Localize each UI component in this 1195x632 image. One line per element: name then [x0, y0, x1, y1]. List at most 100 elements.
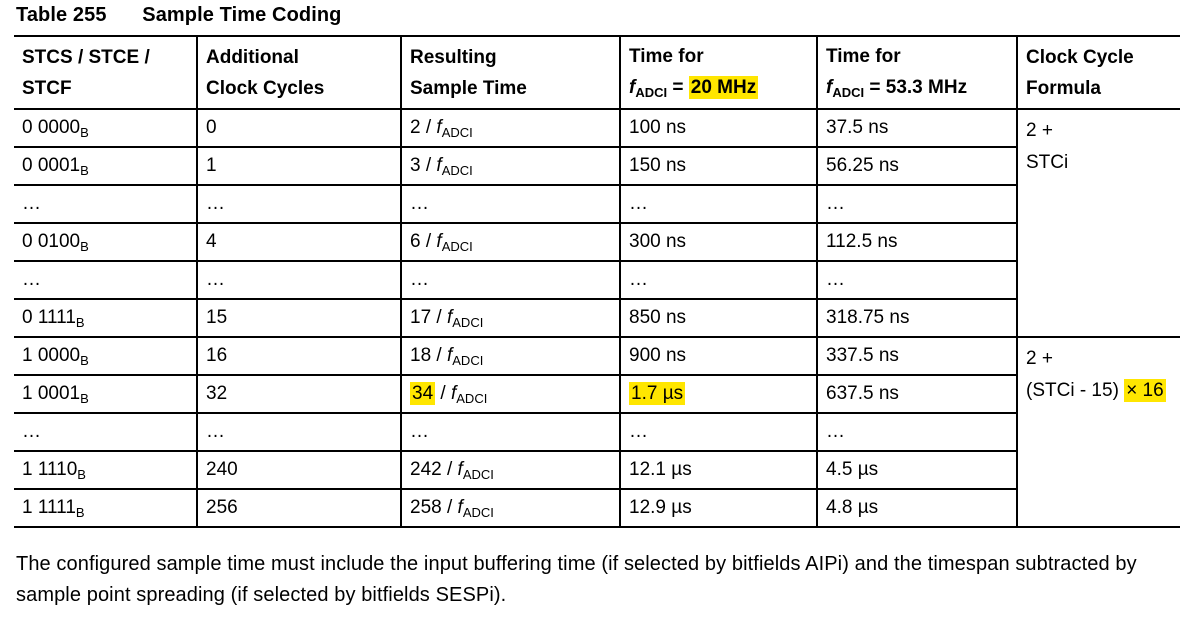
table-cell: …: [816, 260, 1018, 300]
text-segment: ADCI: [456, 391, 488, 406]
text-segment: 337.5 ns: [826, 345, 899, 366]
table-row: 1 1111B 256 258 / fADCI 12.9 µs 4.8 µs: [14, 488, 1180, 528]
text-segment: B: [80, 163, 89, 178]
text-segment: 850 ns: [629, 307, 687, 328]
table-cell: …: [14, 184, 198, 224]
formula-cell: 2 + (STCi - 15) × 16: [1016, 336, 1180, 528]
table-cell: 1 0001B: [14, 374, 198, 414]
table-cell: 900 ns: [619, 336, 818, 376]
table-cell: 1.7 µs: [619, 374, 818, 414]
text-segment: ADCI: [441, 239, 473, 254]
header-row: STCS / STCE / STCF Additional Clock Cycle…: [14, 35, 1180, 110]
table-row: 0 0001B 1 3 / fADCI 150 ns 56.25 ns: [14, 146, 1180, 186]
table-cell: 37.5 ns: [816, 108, 1018, 148]
text-segment: 1: [206, 155, 217, 176]
text-segment: 56.25 ns: [826, 155, 899, 176]
table-cell: …: [14, 412, 198, 452]
text-segment: …: [206, 421, 225, 442]
table-cell: 0 1111B: [14, 298, 198, 338]
text-segment: ADCI: [441, 125, 473, 140]
table-cell: 240: [196, 450, 402, 490]
text-segment: 12.1 µs: [629, 459, 692, 480]
table-row: 0 0100B 4 6 / fADCI 300 ns 112.5 ns: [14, 222, 1180, 262]
text-segment: …: [22, 421, 41, 442]
table-cell: 100 ns: [619, 108, 818, 148]
table-cell: …: [196, 412, 402, 452]
table-row: 1 1110B 240 242 / fADCI 12.1 µs 4.5 µs: [14, 450, 1180, 490]
table-row: 0 1111B 15 17 / fADCI 850 ns 318.75 ns: [14, 298, 1180, 338]
text-segment: 258 /: [410, 497, 458, 518]
text-segment: 2 + STCi: [1026, 120, 1069, 173]
table-cell: 0 0001B: [14, 146, 198, 186]
text-segment: 15: [206, 307, 228, 328]
table-cell: …: [196, 260, 402, 300]
text-segment: …: [206, 269, 225, 290]
table-cell: 15: [196, 298, 402, 338]
text-segment: 112.5 ns: [826, 231, 898, 252]
text-segment: …: [410, 269, 429, 290]
column-header: Additional Clock Cycles: [196, 35, 402, 110]
text-segment: f: [436, 155, 442, 176]
table-cell: 56.25 ns: [816, 146, 1018, 186]
text-segment: B: [80, 391, 89, 406]
text-segment: 1 0000: [22, 345, 81, 366]
text-segment: ADCI: [452, 353, 484, 368]
text-segment: 637.5 ns: [826, 383, 899, 404]
text-segment: 0 0000: [22, 117, 81, 138]
column-header: Resulting Sample Time: [400, 35, 621, 110]
text-segment: 0 0001: [22, 155, 81, 176]
text-segment: ADCI: [462, 467, 494, 482]
table-cell: …: [619, 184, 818, 224]
table-cell: 6 / fADCI: [400, 222, 621, 262]
text-segment: 6 /: [410, 231, 437, 252]
text-segment: 242 /: [410, 459, 458, 480]
table-cell: …: [400, 184, 621, 224]
table-row: 1 0001B 32 34 / fADCI 1.7 µs 637.5 ns: [14, 374, 1180, 414]
table-cell: 318.75 ns: [816, 298, 1018, 338]
table-row: 1 0000B 16 18 / fADCI 900 ns 337.5 ns 2 + (ST…: [14, 336, 1180, 528]
text-segment: 1 0001: [22, 383, 81, 404]
table-cell: 0 0000B: [14, 108, 198, 148]
text-segment: 12.9 µs: [629, 497, 692, 518]
table-cell: …: [400, 260, 621, 300]
table-cell: 12.1 µs: [619, 450, 818, 490]
table-body: 0 0000B 0 2 / fADCI 100 ns 37.5 ns 2 + STCi 0 …: [14, 108, 1180, 528]
table-cell: …: [400, 412, 621, 452]
text-segment: B: [80, 353, 89, 368]
text-segment: 16: [206, 345, 228, 366]
table-row: 0 0000B 0 2 / fADCI 100 ns 37.5 ns 2 + STCi: [14, 108, 1180, 338]
text-segment: /: [435, 383, 451, 404]
text-segment: B: [77, 467, 86, 482]
table-cell: 112.5 ns: [816, 222, 1018, 262]
text-segment: f: [629, 77, 636, 98]
table-cell: 12.9 µs: [619, 488, 818, 528]
text-segment: STCS / STCE / STCF: [22, 46, 150, 99]
table-cell: 32: [196, 374, 402, 414]
text-segment: …: [826, 421, 845, 442]
text-segment: 18 /: [410, 345, 447, 366]
table-cell: 18 / fADCI: [400, 336, 621, 376]
table-number: Table 255: [16, 4, 107, 26]
table-cell: 0: [196, 108, 402, 148]
text-segment: 4.5 µs: [826, 459, 879, 480]
text-segment: …: [22, 193, 41, 214]
text-segment: 4.8 µs: [826, 497, 879, 518]
text-segment: ADCI: [441, 163, 473, 178]
formula-cell: 2 + STCi: [1016, 108, 1180, 338]
text-segment: …: [629, 269, 648, 290]
text-segment: Clock Cycle Formula: [1026, 46, 1134, 99]
table-cell: 1 0000B: [14, 336, 198, 376]
text-segment: 256: [206, 497, 238, 518]
table-row: ……………: [14, 412, 1180, 452]
text-segment: …: [826, 193, 845, 214]
text-segment: …: [22, 269, 41, 290]
footer-note: The configured sample time must include …: [16, 553, 1137, 606]
table-cell: 3 / fADCI: [400, 146, 621, 186]
table-header: STCS / STCE / STCF Additional Clock Cycle…: [14, 35, 1180, 110]
table-caption: Sample Time Coding: [142, 4, 342, 26]
text-segment: = 53.3 MHz: [864, 77, 968, 98]
text-segment: 2 + (STCi - 15): [1026, 348, 1119, 401]
table-cell: 0 0100B: [14, 222, 198, 262]
text-segment: …: [410, 193, 429, 214]
